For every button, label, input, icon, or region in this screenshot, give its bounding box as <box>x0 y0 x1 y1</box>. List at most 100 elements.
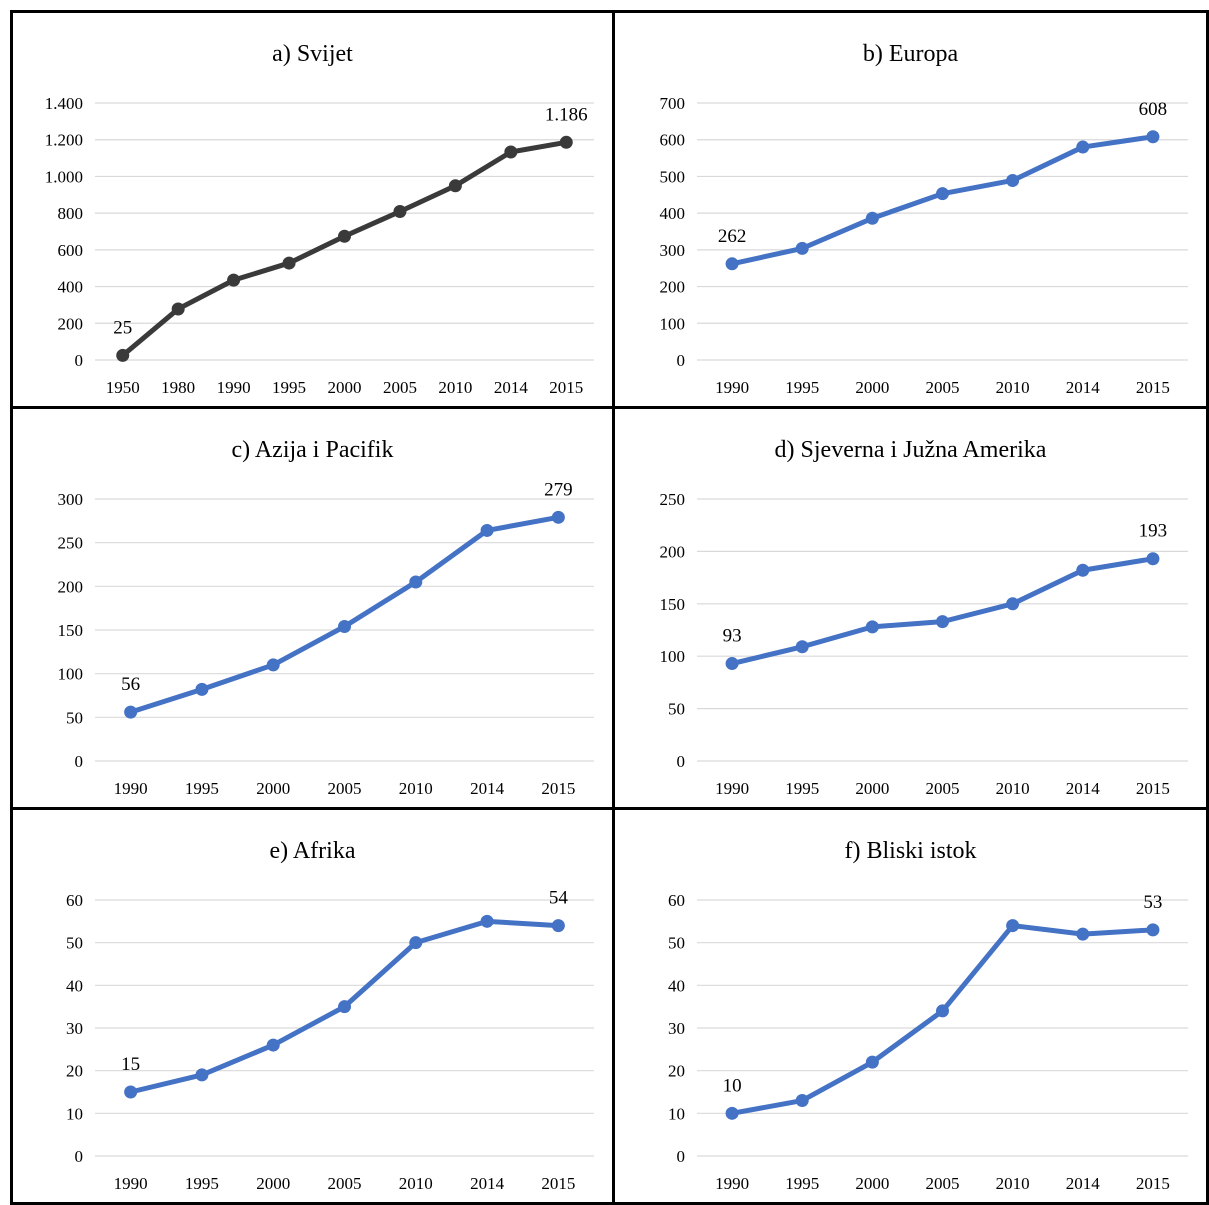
data-point <box>551 510 565 524</box>
data-point <box>1006 919 1020 933</box>
line-chart: f) Bliski istok 0 10 20 30 40 50 60 1990 1995 2000… <box>668 838 1188 1193</box>
y-tick-label: 200 <box>660 542 686 561</box>
data-point <box>795 1094 809 1108</box>
x-tick-label: 2005 <box>328 779 362 798</box>
line-chart: c) Azija i Pacifik 0 50 100 150 200 250 300 1990… <box>58 437 594 798</box>
y-tick-label: 150 <box>660 595 686 614</box>
data-label: 53 <box>1143 892 1162 913</box>
data-label: 1.186 <box>545 104 588 125</box>
x-tick-label: 2015 <box>1136 1174 1170 1193</box>
y-tick-label: 50 <box>668 934 685 953</box>
y-tick-label: 250 <box>660 490 686 509</box>
y-tick-label: 10 <box>66 1104 83 1123</box>
data-label: 54 <box>549 888 569 909</box>
y-tick-label: 50 <box>66 708 83 727</box>
x-tick-label: 1990 <box>217 378 251 397</box>
y-tick-label: 40 <box>668 976 685 995</box>
x-tick-label: 2005 <box>926 779 960 798</box>
y-tick-label: 300 <box>660 241 686 260</box>
chart-title: e) Afrika <box>270 838 356 864</box>
data-point <box>795 241 809 255</box>
data-point <box>795 640 809 654</box>
data-point <box>266 1038 280 1052</box>
x-tick-label: 2010 <box>399 1174 433 1193</box>
data-point <box>1146 923 1160 937</box>
y-tick-label: 20 <box>668 1062 685 1081</box>
data-point <box>227 273 241 287</box>
x-tick-label: 2015 <box>541 1174 575 1193</box>
y-tick-label: 100 <box>58 665 84 684</box>
data-point <box>1146 130 1160 144</box>
x-tick-label: 1980 <box>161 378 195 397</box>
data-label: 56 <box>121 674 140 695</box>
y-tick-label: 1.200 <box>45 131 83 150</box>
y-tick-label: 10 <box>668 1104 685 1123</box>
x-tick-label: 1995 <box>785 779 819 798</box>
data-point <box>448 179 462 193</box>
data-point <box>480 523 494 537</box>
data-point <box>1006 173 1020 187</box>
y-tick-label: 0 <box>75 1147 84 1166</box>
y-tick-label: 30 <box>668 1019 685 1038</box>
y-tick-label: 60 <box>66 891 83 910</box>
chart-title: d) Sjeverna i Južna Amerika <box>775 437 1047 463</box>
data-point <box>480 914 494 928</box>
data-point <box>1076 140 1090 154</box>
x-tick-label: 2014 <box>494 378 529 397</box>
series-line <box>128 514 561 715</box>
y-tick-label: 0 <box>677 1147 686 1166</box>
x-tick-label: 2000 <box>256 779 290 798</box>
x-tick-label: 2005 <box>383 378 417 397</box>
y-tick-label: 200 <box>58 577 84 596</box>
data-point <box>865 620 879 634</box>
chart-panel-2: b) Europa 0 100 200 300 400 500 600 700 1990 1995 2… <box>612 10 1209 409</box>
line-chart: b) Europa 0 100 200 300 400 500 600 700 1990 1995 2… <box>660 41 1188 397</box>
y-tick-label: 100 <box>660 647 686 666</box>
y-tick-label: 600 <box>660 131 686 150</box>
y-tick-label: 600 <box>58 241 84 260</box>
y-tick-label: 200 <box>660 278 686 297</box>
y-tick-label: 0 <box>677 752 686 771</box>
chart-panel-4: d) Sjeverna i Južna Amerika 0 50 100 150 200 2… <box>612 406 1209 810</box>
data-point <box>551 919 565 933</box>
y-tick-label: 60 <box>668 891 685 910</box>
chart-panel-5: e) Afrika 0 10 20 30 40 50 60 1990 1995 2000 2005 20… <box>10 807 615 1205</box>
data-point <box>1006 597 1020 611</box>
x-tick-label: 2010 <box>996 378 1030 397</box>
data-point <box>338 620 351 634</box>
chart-panel-3: c) Azija i Pacifik 0 50 100 150 200 250 300 1990… <box>10 406 615 810</box>
line-chart: a) Svijet 0 200 400 600 800 1.000 1.200 1.400 195… <box>45 41 594 397</box>
x-tick-label: 2014 <box>1066 1174 1101 1193</box>
data-label: 25 <box>113 317 132 338</box>
y-tick-label: 800 <box>58 204 84 223</box>
y-tick-label: 200 <box>58 314 84 333</box>
y-tick-label: 0 <box>75 351 84 370</box>
chart-title: b) Europa <box>863 41 959 67</box>
data-point <box>409 575 423 589</box>
data-point <box>559 135 573 149</box>
x-tick-label: 1995 <box>272 378 306 397</box>
x-tick-label: 2014 <box>1066 779 1101 798</box>
data-point <box>124 705 138 719</box>
x-tick-label: 2014 <box>470 779 505 798</box>
y-tick-label: 100 <box>660 314 686 333</box>
x-tick-label: 1990 <box>715 378 749 397</box>
series-line <box>729 556 1156 667</box>
x-tick-label: 2000 <box>855 1174 889 1193</box>
data-label: 262 <box>718 226 747 247</box>
x-tick-label: 2014 <box>470 1174 505 1193</box>
data-point <box>1076 927 1090 941</box>
chart-title: f) Bliski istok <box>844 838 976 864</box>
y-tick-label: 40 <box>66 976 83 995</box>
data-point <box>725 257 739 271</box>
data-point <box>865 1055 879 1069</box>
x-tick-label: 1990 <box>715 1174 749 1193</box>
data-point <box>195 682 209 696</box>
data-point <box>266 658 280 672</box>
x-tick-label: 1995 <box>785 1174 819 1193</box>
x-tick-label: 2000 <box>855 378 889 397</box>
x-tick-label: 2000 <box>855 779 889 798</box>
x-tick-label: 2005 <box>926 1174 960 1193</box>
x-tick-label: 2000 <box>256 1174 290 1193</box>
